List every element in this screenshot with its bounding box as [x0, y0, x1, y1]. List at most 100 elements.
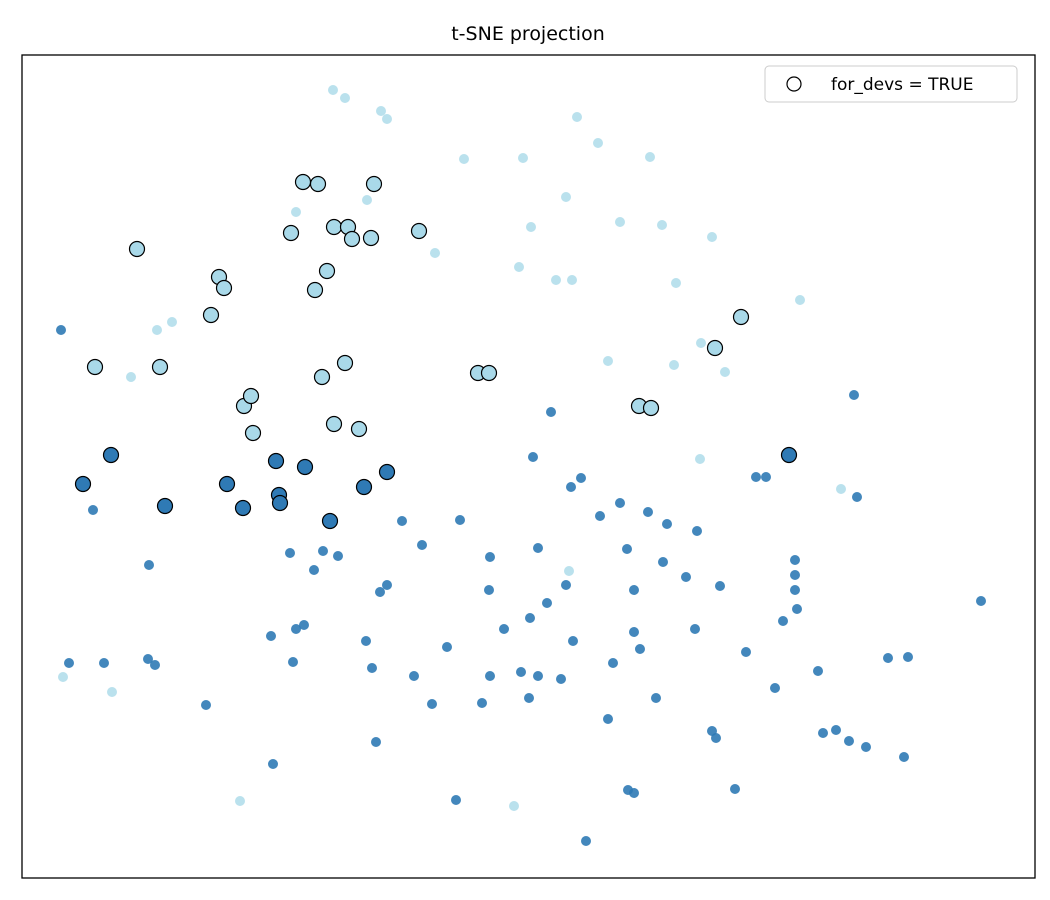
data-point: [365, 175, 383, 193]
data-point: [485, 671, 495, 681]
data-point: [852, 492, 862, 502]
data-point: [849, 390, 859, 400]
data-point: [861, 742, 871, 752]
plot-frame: [21, 54, 1036, 879]
data-point: [795, 295, 805, 305]
data-point: [271, 494, 289, 512]
data-point: [651, 693, 661, 703]
data-point: [455, 515, 465, 525]
data-point: [629, 627, 639, 637]
data-point: [371, 737, 381, 747]
chart-title: t-SNE projection: [451, 23, 605, 45]
data-point: [533, 671, 543, 681]
data-point: [615, 498, 625, 508]
data-point: [88, 505, 98, 515]
data-point: [568, 636, 578, 646]
data-point: [662, 519, 672, 529]
data-point: [382, 580, 392, 590]
data-point: [285, 548, 295, 558]
data-point: [509, 801, 519, 811]
data-point: [566, 482, 576, 492]
data-point: [56, 325, 66, 335]
data-point: [202, 306, 220, 324]
data-point: [410, 222, 428, 240]
data-point: [397, 516, 407, 526]
legend: for_devs = TRUE: [764, 65, 1018, 103]
data-point: [681, 572, 691, 582]
data-point: [201, 700, 211, 710]
data-point: [382, 114, 392, 124]
data-point: [642, 399, 660, 417]
legend-label: for_devs = TRUE: [831, 75, 973, 95]
data-point: [778, 616, 788, 626]
data-point: [741, 647, 751, 657]
data-point: [376, 106, 386, 116]
data-point: [294, 173, 312, 191]
data-point: [732, 308, 750, 326]
data-point: [576, 473, 586, 483]
data-point: [266, 631, 276, 641]
data-point: [459, 154, 469, 164]
data-point: [692, 526, 702, 536]
data-point: [526, 222, 536, 232]
data-point: [608, 658, 618, 668]
scatter-points: [56, 85, 986, 846]
data-point: [235, 796, 245, 806]
data-point: [156, 497, 174, 515]
data-point: [622, 544, 632, 554]
data-point: [696, 338, 706, 348]
data-point: [318, 546, 328, 556]
data-point: [99, 658, 109, 668]
data-point: [524, 693, 534, 703]
data-point: [427, 699, 437, 709]
data-point: [107, 687, 117, 697]
data-point: [64, 658, 74, 668]
data-point: [556, 674, 566, 684]
data-point: [102, 446, 120, 464]
data-point: [790, 570, 800, 580]
data-point: [629, 585, 639, 595]
data-point: [409, 671, 419, 681]
data-point: [309, 175, 327, 193]
data-point: [144, 560, 154, 570]
data-point: [325, 218, 343, 236]
data-point: [883, 653, 893, 663]
data-point: [430, 248, 440, 258]
data-point: [477, 698, 487, 708]
data-point: [595, 511, 605, 521]
data-point: [720, 367, 730, 377]
data-point: [288, 657, 298, 667]
data-point: [152, 325, 162, 335]
data-point: [671, 278, 681, 288]
data-point: [58, 672, 68, 682]
data-point: [542, 598, 552, 608]
data-point: [518, 153, 528, 163]
data-point: [167, 317, 177, 327]
data-point: [143, 654, 153, 664]
data-point: [343, 230, 361, 248]
data-point: [242, 387, 260, 405]
data-point: [74, 475, 92, 493]
data-point: [267, 452, 285, 470]
data-point: [593, 138, 603, 148]
data-point: [234, 499, 252, 517]
data-point: [318, 262, 336, 280]
data-point: [707, 232, 717, 242]
data-point: [151, 358, 169, 376]
data-point: [86, 358, 104, 376]
data-point: [313, 368, 331, 386]
data-point: [669, 360, 679, 370]
data-point: [340, 93, 350, 103]
data-point: [378, 463, 396, 481]
data-point: [362, 195, 372, 205]
data-point: [296, 458, 314, 476]
data-point: [976, 596, 986, 606]
data-point: [780, 446, 798, 464]
data-point: [770, 683, 780, 693]
data-point: [309, 565, 319, 575]
data-point: [533, 543, 543, 553]
data-point: [528, 452, 538, 462]
data-point: [790, 585, 800, 595]
data-point: [903, 652, 913, 662]
